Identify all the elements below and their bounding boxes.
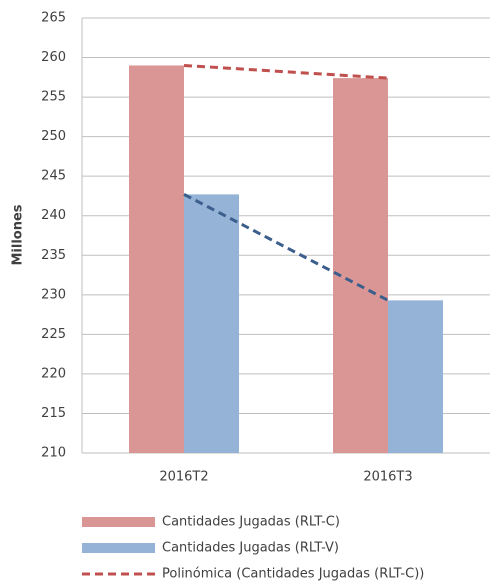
y-tick-label: 235 (41, 248, 66, 263)
y-tick-label: 210 (41, 446, 66, 461)
y-tick-label: 265 (41, 11, 66, 26)
legend-swatch (82, 517, 155, 527)
y-tick-label: 260 (41, 50, 66, 65)
bar (129, 65, 184, 454)
x-tick-label: 2016T2 (159, 470, 208, 485)
trendline (183, 63, 389, 80)
bar (184, 194, 239, 453)
legend-swatch (82, 543, 155, 553)
y-tick-label: 255 (41, 90, 66, 105)
bar (333, 78, 388, 453)
y-tick-label: 245 (41, 169, 66, 184)
legend-label: Cantidades Jugadas (RLT-C) (162, 515, 340, 530)
legend-label: Polinómica (Cantidades Jugadas (RLT-C)) (162, 567, 424, 582)
legend-label: Cantidades Jugadas (RLT-V) (162, 541, 339, 556)
y-tick-label: 215 (41, 406, 66, 421)
y-tick-label: 250 (41, 129, 66, 144)
y-tick-label: 230 (41, 287, 66, 302)
x-tick-label: 2016T3 (363, 470, 412, 485)
bar (388, 300, 443, 453)
y-tick-label: 225 (41, 327, 66, 342)
y-axis-label: Millones (11, 204, 26, 265)
y-tick-label: 220 (41, 366, 66, 381)
y-tick-label: 240 (41, 208, 66, 223)
